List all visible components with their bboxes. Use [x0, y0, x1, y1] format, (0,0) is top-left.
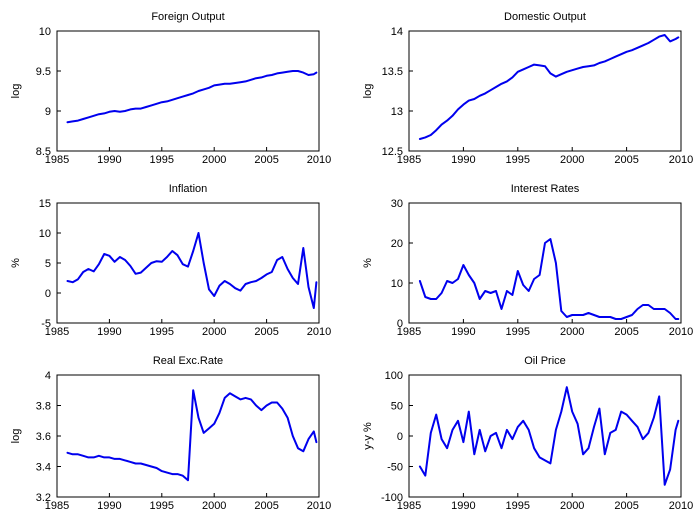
- x-tick-label: 2010: [669, 154, 693, 166]
- y-axis-label: %: [10, 258, 22, 268]
- x-tick-label: 1990: [97, 500, 121, 512]
- y-tick-label: 0: [397, 431, 403, 443]
- y-tick-label: 100: [385, 370, 403, 382]
- x-tick-label: 1990: [97, 154, 121, 166]
- chart-title: Inflation: [169, 183, 208, 195]
- y-tick-label: -100: [381, 492, 403, 504]
- y-tick-label: 10: [39, 26, 51, 38]
- x-tick-label: 2005: [254, 500, 278, 512]
- series-line-0: [418, 238, 680, 320]
- x-tick-label: 2010: [307, 326, 331, 338]
- x-tick-label: 1985: [397, 500, 421, 512]
- plot-frame: [56, 30, 320, 152]
- y-tick-label: 10: [39, 228, 51, 240]
- plot-frame: [408, 202, 682, 324]
- y-tick-label: 13: [391, 106, 403, 118]
- x-tick-label: 2010: [669, 326, 693, 338]
- y-tick-label: 3.2: [36, 492, 51, 504]
- y-tick-label: 4: [45, 370, 51, 382]
- x-tick-label: 2005: [254, 326, 278, 338]
- x-tick-label: 1990: [451, 154, 475, 166]
- plot-frame: [56, 202, 320, 324]
- chart-title: Oil Price: [524, 355, 566, 367]
- x-tick-label: 2000: [560, 154, 584, 166]
- x-tick-label: 1985: [45, 500, 69, 512]
- y-tick-label: 13.5: [382, 66, 403, 78]
- chart-title: Domestic Output: [504, 11, 586, 23]
- y-tick-label: 8.5: [36, 146, 51, 158]
- x-tick-label: 2010: [307, 154, 331, 166]
- x-tick-label: 2000: [560, 500, 584, 512]
- y-axis-label: log: [362, 84, 374, 99]
- series-line-0: [66, 70, 318, 124]
- y-tick-label: 50: [391, 401, 403, 413]
- series-line-0: [66, 232, 318, 309]
- x-tick-label: 2005: [254, 154, 278, 166]
- chart-title: Real Exc.Rate: [153, 355, 223, 367]
- y-tick-label: 0: [45, 288, 51, 300]
- x-tick-label: 2005: [614, 500, 638, 512]
- y-axis-label: log: [10, 429, 22, 444]
- chart-title: Foreign Output: [151, 11, 224, 23]
- x-tick-label: 1995: [150, 500, 174, 512]
- x-tick-label: 1990: [451, 500, 475, 512]
- panel-3: Interest Rates%1985 1990 1995 2000 2005 20100…: [362, 183, 693, 338]
- y-tick-label: 10: [391, 278, 403, 290]
- y-tick-label: 3.4: [36, 462, 51, 474]
- y-axis-label: %: [362, 258, 374, 268]
- x-tick-label: 2005: [614, 154, 638, 166]
- series-line-0: [66, 389, 318, 482]
- y-tick-label: 3.8: [36, 401, 51, 413]
- x-tick-label: 1985: [45, 154, 69, 166]
- x-tick-label: 1995: [506, 500, 530, 512]
- x-tick-label: 2005: [614, 326, 638, 338]
- y-tick-label: 12.5: [382, 146, 403, 158]
- x-tick-label: 2000: [202, 154, 226, 166]
- y-tick-label: 15: [39, 198, 51, 210]
- y-tick-label: -5: [41, 318, 51, 330]
- y-axis-label: log: [10, 84, 22, 99]
- x-tick-label: 1995: [506, 154, 530, 166]
- x-tick-label: 2010: [307, 500, 331, 512]
- panel-5: Oil Price y-y % 1985 1990 1995 2000 2005 2010 -1…: [362, 355, 693, 512]
- y-tick-label: 14: [391, 26, 403, 38]
- plot-frame: [408, 30, 682, 152]
- y-tick-label: 30: [391, 198, 403, 210]
- y-tick-label: 5: [45, 258, 51, 270]
- x-tick-label: 1985: [397, 326, 421, 338]
- x-tick-label: 1985: [45, 326, 69, 338]
- x-tick-label: 1995: [150, 326, 174, 338]
- y-tick-label: -50: [387, 462, 403, 474]
- series-line-0: [418, 34, 680, 140]
- panel-4: Real Exc.Rate log 1985 1990 1995 2000 2005 2010…: [10, 355, 331, 512]
- y-tick-label: 0: [397, 318, 403, 330]
- x-tick-label: 2000: [560, 326, 584, 338]
- panel-0: Foreign Output log 1985 1990 1995 2000 2005 201…: [10, 11, 331, 166]
- y-tick-label: 9.5: [36, 66, 51, 78]
- x-tick-label: 1990: [451, 326, 475, 338]
- x-tick-label: 2010: [669, 500, 693, 512]
- x-tick-label: 1995: [150, 154, 174, 166]
- panel-2: Inflation% 1985 1990 1995 2000 2005 2010 -5 0 5 10…: [10, 183, 331, 338]
- series-line-0: [418, 386, 680, 486]
- y-tick-label: 20: [391, 238, 403, 250]
- x-tick-label: 1985: [397, 154, 421, 166]
- x-tick-label: 1990: [97, 326, 121, 338]
- panel-1: Domestic Output log 1985 1990 1995 2000 2005 20…: [362, 11, 693, 166]
- x-tick-label: 1995: [506, 326, 530, 338]
- y-tick-label: 9: [45, 106, 51, 118]
- chart-title: Interest Rates: [511, 183, 580, 195]
- x-tick-label: 2000: [202, 500, 226, 512]
- y-tick-label: 3.6: [36, 431, 51, 443]
- y-axis-label: y-y %: [362, 422, 374, 450]
- x-tick-label: 2000: [202, 326, 226, 338]
